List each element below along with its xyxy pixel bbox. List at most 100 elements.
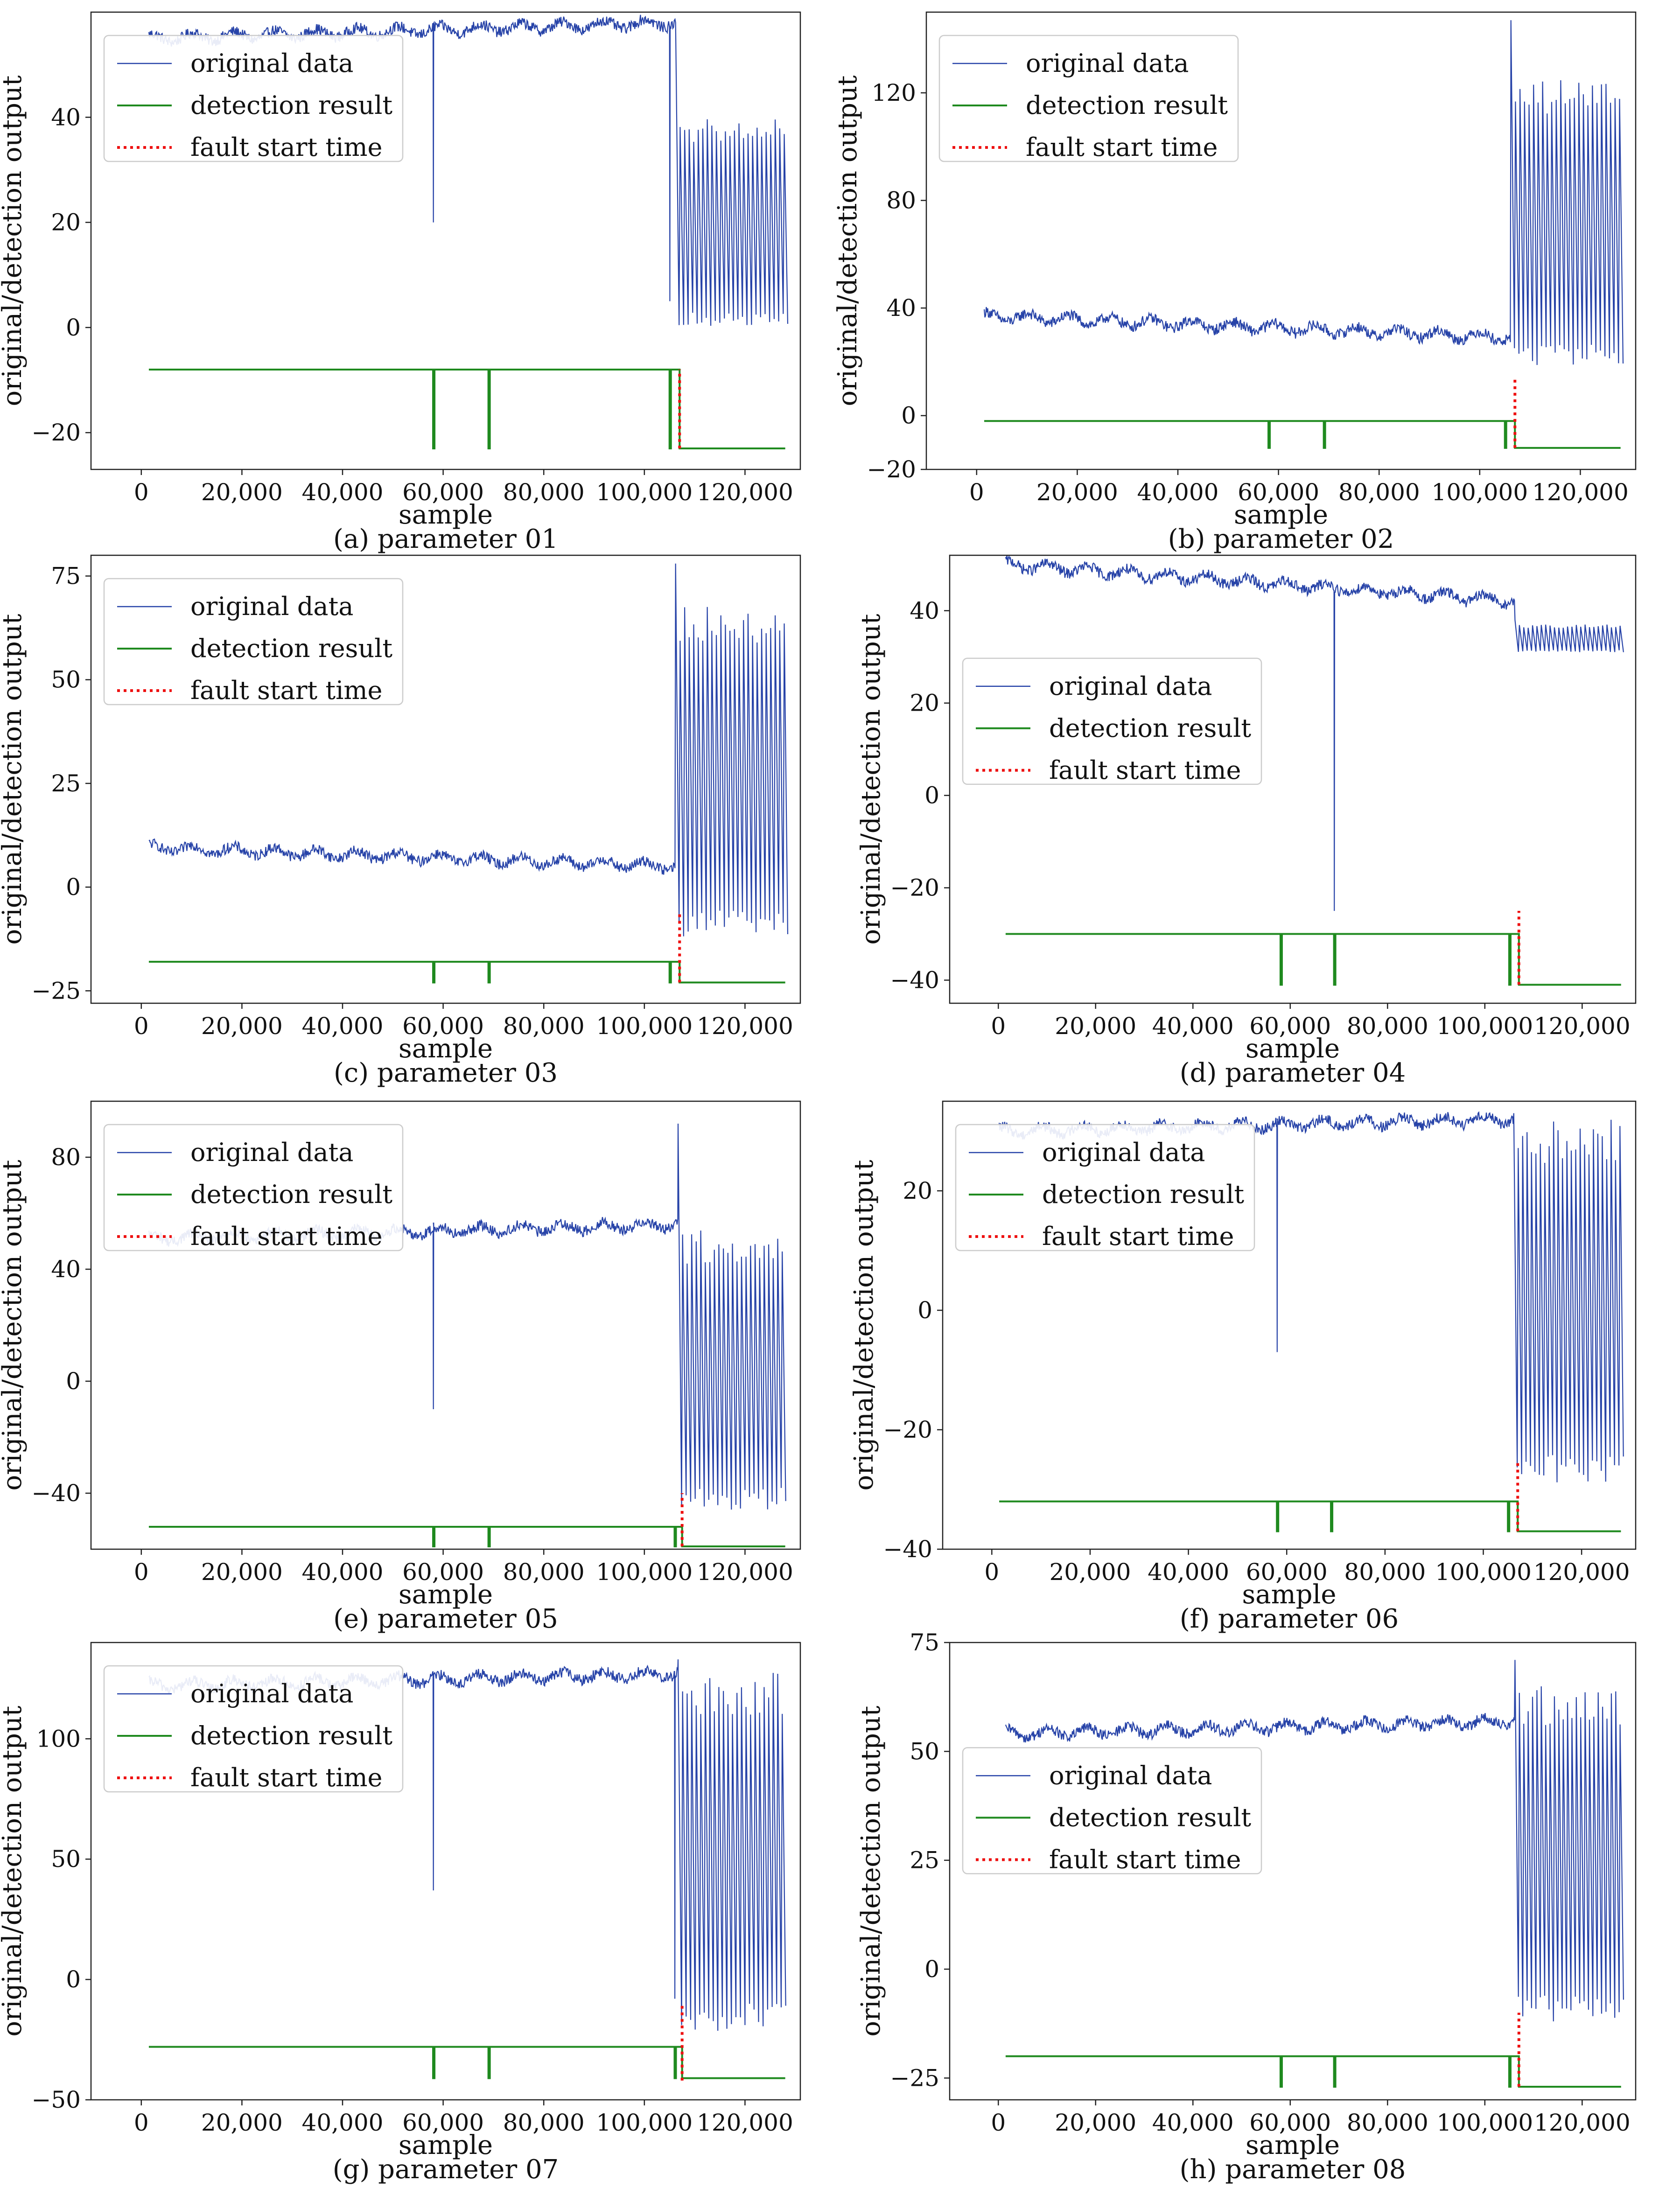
y-tick-label: −20 <box>890 874 939 902</box>
y-tick-label: 75 <box>910 1629 939 1656</box>
legend-box <box>103 578 404 706</box>
y-tick-label: 0 <box>924 782 939 809</box>
x-tick-label: 100,000 <box>596 479 693 506</box>
y-tick-label: 50 <box>910 1738 939 1765</box>
y-tick-label: 0 <box>66 314 81 341</box>
chart-panel-4: 0 20,000 40,000 60,000 80,000 100,000 120,000 −… <box>856 554 1637 1088</box>
x-tick-label: 20,000 <box>1036 479 1118 506</box>
legend-box <box>103 1124 404 1251</box>
legend: original data detection result fault start… <box>103 1124 404 1251</box>
x-tick-label: 120,000 <box>1533 1559 1630 1586</box>
x-tick-label: 120,000 <box>697 479 793 506</box>
y-tick-label: 50 <box>51 1845 81 1873</box>
chart-panel-5: 0 20,000 40,000 60,000 80,000 100,000 120,000 −… <box>0 1100 801 1634</box>
y-axis-label: original/detection output <box>856 614 886 945</box>
panel-caption: (e) parameter 05 <box>333 1604 558 1634</box>
panel-caption: (g) parameter 07 <box>333 2154 559 2185</box>
x-tick-label: 60,000 <box>402 2109 484 2136</box>
chart-panel-2: 0 20,000 40,000 60,000 80,000 100,000 120,000 −… <box>833 11 1637 554</box>
legend-label: fault start time <box>190 1763 383 1792</box>
y-tick-label: 0 <box>66 1966 81 1993</box>
legend-label: fault start time <box>1049 755 1241 785</box>
y-tick-label: 0 <box>924 1956 939 1983</box>
legend-label: detection result <box>1026 91 1228 120</box>
axes-frame <box>90 554 801 1004</box>
x-tick-label: 40,000 <box>1152 1013 1234 1040</box>
x-tick-label: 100,000 <box>596 2109 693 2136</box>
legend-box <box>103 1665 404 1793</box>
x-tick-label: 60,000 <box>402 1559 484 1586</box>
x-axis-label: sample <box>399 2130 493 2160</box>
panel-caption: (c) parameter 03 <box>334 1058 558 1088</box>
axes-frame <box>942 1100 1637 1550</box>
detection-result-line <box>148 961 785 984</box>
x-tick-label: 100,000 <box>1436 2109 1533 2136</box>
x-axis-label: sample <box>1234 500 1328 530</box>
detection-result-line <box>148 1526 785 1547</box>
y-tick-label: −50 <box>31 2086 81 2113</box>
x-tick-label: 0 <box>134 2109 149 2136</box>
y-tick-label: 50 <box>51 666 81 693</box>
x-tick-label: 40,000 <box>302 1013 384 1040</box>
x-axis-label: sample <box>399 1580 493 1610</box>
legend-label: original data <box>1049 671 1212 701</box>
legend-label: detection result <box>190 1180 392 1209</box>
x-tick-label: 80,000 <box>503 479 585 506</box>
x-axis-label: sample <box>1246 2130 1340 2160</box>
x-axis-label: sample <box>1246 1034 1340 1064</box>
x-axis-label: sample <box>399 1034 493 1064</box>
y-tick-label: −25 <box>31 977 81 1004</box>
detection-result-line <box>999 1500 1621 1532</box>
x-tick-label: 60,000 <box>1238 479 1319 506</box>
x-tick-label: 20,000 <box>201 479 283 506</box>
x-tick-label: 20,000 <box>201 2109 283 2136</box>
x-tick-label: 0 <box>134 1559 149 1586</box>
y-tick-label: 100 <box>36 1725 81 1752</box>
x-tick-label: 60,000 <box>1249 2109 1331 2136</box>
x-tick-label: 120,000 <box>1532 479 1629 506</box>
legend: original data detection result fault start… <box>103 35 404 162</box>
y-tick-label: 20 <box>903 1177 932 1204</box>
x-tick-label: 100,000 <box>1431 479 1528 506</box>
legend-label: fault start time <box>190 676 383 705</box>
legend-label: detection result <box>190 91 392 120</box>
x-tick-label: 40,000 <box>302 2109 384 2136</box>
y-tick-label: 0 <box>901 402 916 429</box>
y-axis-label: original/detection output <box>0 614 28 945</box>
legend-label: fault start time <box>1042 1222 1234 1251</box>
y-tick-label: 80 <box>886 187 916 214</box>
legend: original data detection result fault start… <box>962 657 1262 785</box>
y-tick-label: −25 <box>890 2064 939 2091</box>
x-tick-label: 0 <box>134 479 149 506</box>
legend-label: fault start time <box>1026 133 1218 162</box>
legend-label: original data <box>190 1138 354 1167</box>
x-tick-label: 60,000 <box>1249 1013 1331 1040</box>
chart-panel-6: 0 20,000 40,000 60,000 80,000 100,000 120,000 −… <box>849 1100 1637 1634</box>
x-tick-label: 80,000 <box>1347 1013 1428 1040</box>
axes-frame <box>949 1642 1637 2101</box>
x-tick-label: 40,000 <box>302 1559 384 1586</box>
y-tick-label: 25 <box>51 770 81 797</box>
original-data-line <box>1005 555 1624 911</box>
x-tick-label: 80,000 <box>503 1559 585 1586</box>
y-tick-label: 0 <box>66 874 81 901</box>
x-tick-label: 120,000 <box>697 1559 793 1586</box>
legend-label: fault start time <box>1049 1845 1241 1874</box>
original-data-line <box>983 20 1624 365</box>
legend-box <box>962 657 1262 785</box>
x-tick-label: 120,000 <box>1534 1013 1631 1040</box>
x-tick-label: 80,000 <box>1347 2109 1428 2136</box>
detection-result-line <box>148 368 785 449</box>
y-tick-label: 40 <box>51 104 81 131</box>
y-tick-label: 20 <box>910 690 939 717</box>
x-tick-label: 40,000 <box>302 479 384 506</box>
legend-label: detection result <box>1049 713 1251 743</box>
panel-caption: (h) parameter 08 <box>1180 2154 1406 2185</box>
x-tick-label: 40,000 <box>1148 1559 1229 1586</box>
legend-label: original data <box>190 1679 354 1708</box>
axes-frame <box>949 554 1637 1004</box>
x-tick-label: 60,000 <box>402 479 484 506</box>
y-tick-label: −40 <box>890 967 939 994</box>
legend-label: fault start time <box>190 133 383 162</box>
legend-label: fault start time <box>190 1222 383 1251</box>
